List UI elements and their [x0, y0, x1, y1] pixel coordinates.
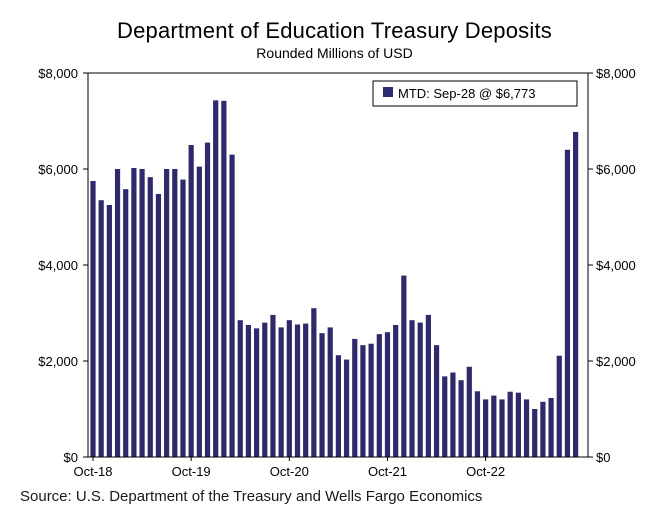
x-tick-label: Oct-22 — [466, 464, 505, 479]
left-y-tick-label: $4,000 — [38, 258, 78, 273]
bar-Aug-19 — [172, 169, 178, 457]
x-tick-label: Oct-21 — [368, 464, 407, 479]
bar-Jan-19 — [114, 169, 121, 457]
bar-Jun-21 — [352, 338, 358, 457]
right-y-tick-label: $6,000 — [596, 162, 636, 177]
bar-May-22 — [442, 376, 448, 457]
legend-swatch — [383, 87, 393, 97]
bar-Feb-22 — [417, 322, 423, 457]
bar-Jul-23 — [556, 355, 562, 457]
bar-Apr-21 — [335, 355, 341, 457]
source-note: Source: U.S. Department of the Treasury … — [20, 488, 483, 505]
bar-Jun-19 — [155, 193, 162, 457]
bar-Mar-20 — [229, 154, 235, 457]
bar-Jan-21 — [311, 308, 317, 457]
bar-Dec-19 — [204, 142, 211, 457]
bar-May-19 — [147, 177, 153, 457]
bar-Aug-22 — [466, 366, 472, 457]
bar-Mar-19 — [131, 168, 137, 458]
bar-Dec-22 — [499, 399, 505, 457]
left-y-tick-label: $0 — [64, 450, 78, 465]
bar-Jan-23 — [507, 391, 513, 457]
bar-May-21 — [343, 359, 350, 457]
right-y-tick-label: $0 — [596, 450, 610, 465]
legend-box — [372, 80, 578, 107]
bar-Nov-18 — [98, 200, 104, 457]
bar-Oct-20 — [286, 320, 292, 457]
bar-Apr-19 — [139, 169, 145, 457]
bar-Feb-19 — [123, 189, 129, 457]
right-y-tick-label: $8,000 — [596, 66, 636, 81]
bar-Mar-21 — [327, 327, 333, 457]
bar-May-20 — [245, 325, 252, 457]
bar-series — [90, 100, 579, 458]
bar-Nov-19 — [196, 166, 202, 457]
bar-Jan-20 — [213, 100, 219, 458]
bar-Apr-20 — [237, 320, 243, 457]
left-y-axis: $0 $2,000 $4,000 $6,000 $8,000 — [38, 66, 88, 465]
bar-Jul-21 — [360, 345, 366, 457]
chart-subtitle: Rounded Millions of USD — [256, 45, 413, 61]
bar-Jun-20 — [254, 328, 260, 457]
bar-Apr-23 — [532, 409, 538, 457]
bar-Oct-18 — [90, 181, 96, 457]
bar-Jan-22 — [409, 320, 415, 457]
bar-Mar-23 — [523, 399, 530, 457]
left-y-tick-label: $6,000 — [38, 162, 78, 177]
bar-Oct-22 — [483, 399, 489, 457]
x-axis: Oct-18 Oct-19 Oct-20 Oct-21 Oct-22 — [73, 457, 505, 479]
bar-Mar-22 — [425, 314, 431, 457]
bar-Dec-18 — [106, 205, 112, 457]
bar-Oct-21 — [384, 332, 391, 457]
x-tick-label: Oct-20 — [270, 464, 309, 479]
bar-Jun-22 — [450, 372, 456, 457]
bar-Nov-22 — [491, 395, 497, 457]
bar-Apr-22 — [433, 345, 440, 457]
bar-Jul-19 — [164, 169, 170, 457]
bar-Sep-22 — [474, 391, 481, 457]
bar-Nov-21 — [393, 325, 399, 457]
left-y-tick-label: $8,000 — [38, 66, 78, 81]
bar-Sep-20 — [278, 327, 284, 457]
bar-Jun-23 — [548, 397, 554, 457]
bar-Sep-19 — [180, 179, 186, 457]
left-y-tick-label: $2,000 — [38, 354, 78, 369]
right-y-tick-label: $4,000 — [596, 258, 636, 273]
bar-Feb-21 — [319, 333, 325, 457]
bar-Dec-21 — [401, 275, 407, 457]
right-y-tick-label: $2,000 — [596, 354, 636, 369]
x-tick-label: Oct-19 — [172, 464, 211, 479]
bar-Aug-23 — [564, 149, 571, 458]
legend: MTD: Sep-28 @ $6,773 — [372, 80, 578, 107]
bar-Jul-20 — [262, 322, 268, 457]
x-tick-label: Oct-18 — [73, 464, 112, 479]
bar-Feb-23 — [515, 392, 521, 457]
bar-Nov-20 — [294, 324, 301, 457]
bar-Sep-21 — [376, 334, 382, 457]
bar-Dec-20 — [303, 323, 309, 457]
legend-label: MTD: Sep-28 @ $6,773 — [398, 86, 535, 101]
bar-Sep-23 — [573, 131, 579, 457]
bar-Feb-20 — [221, 100, 227, 457]
chart-title: Department of Education Treasury Deposit… — [117, 18, 552, 43]
bar-Oct-19 — [188, 145, 194, 457]
bar-May-23 — [540, 401, 546, 457]
bar-Jul-22 — [458, 380, 464, 457]
right-y-axis: $0 $2,000 $4,000 $6,000 $8,000 — [588, 66, 636, 465]
bar-Aug-21 — [368, 343, 374, 457]
bar-Aug-20 — [270, 314, 276, 457]
